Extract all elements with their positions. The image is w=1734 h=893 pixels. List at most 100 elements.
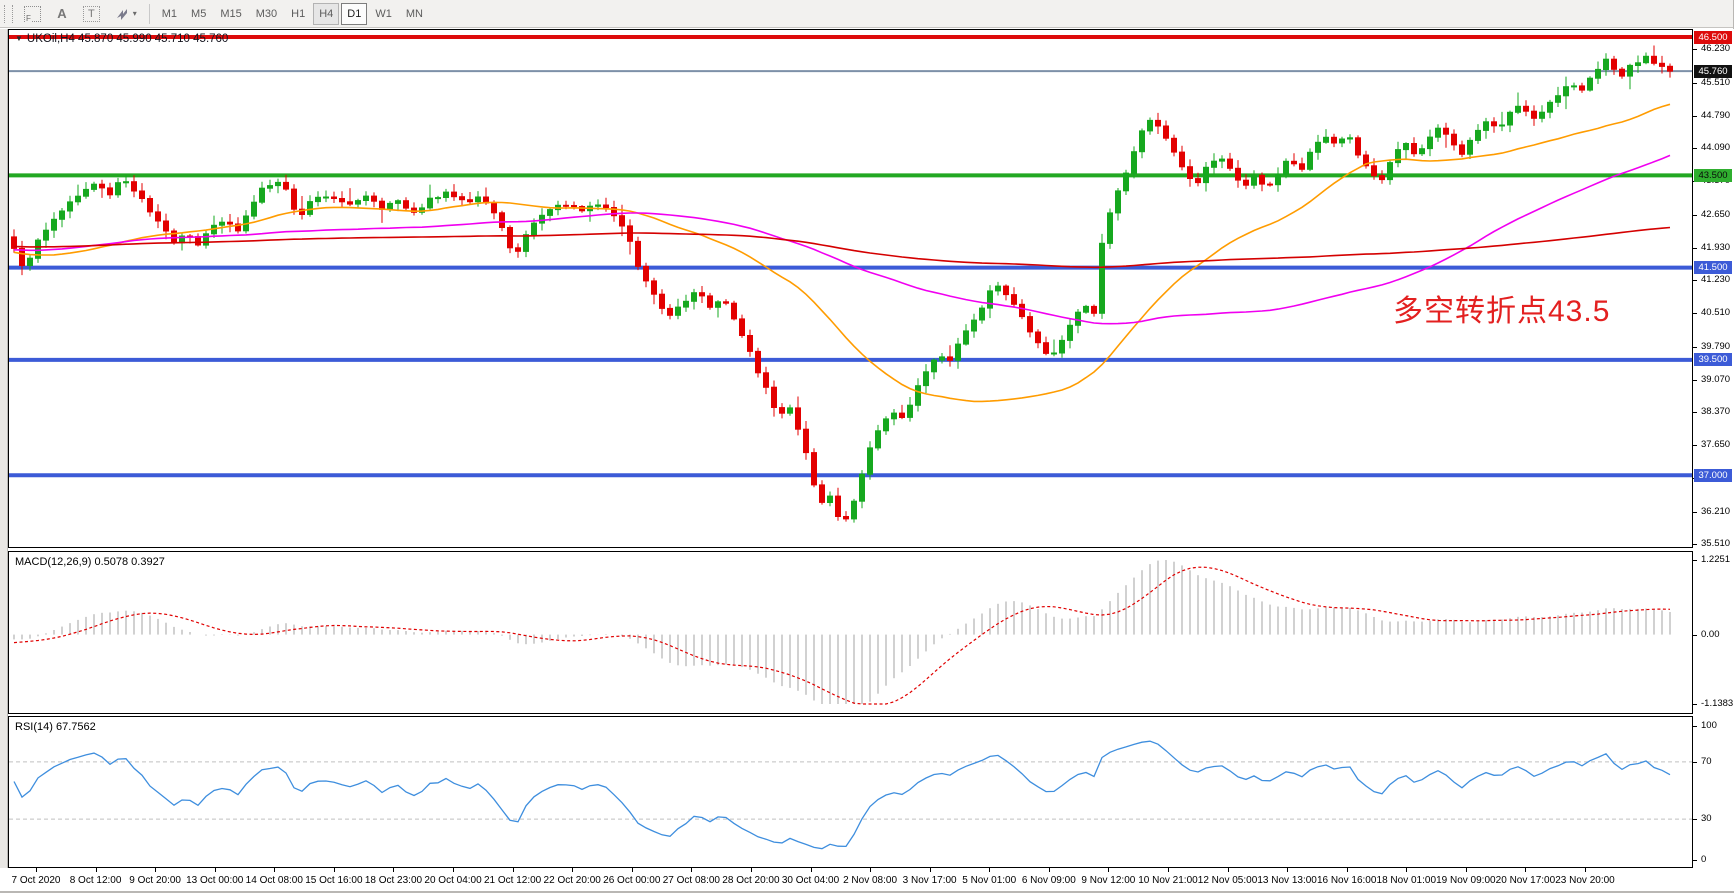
ma-line-34 [13, 103, 1671, 403]
rsi-label: RSI(14) 67.7562 [15, 721, 96, 733]
date-label: 30 Oct 04:00 [781, 875, 840, 886]
level-price-badge: 43.500 [1694, 168, 1732, 182]
date-label: 12 Nov 05:00 [1197, 875, 1258, 886]
level-price-badge: 39.500 [1694, 353, 1732, 367]
time-tick [572, 868, 574, 872]
timeframe-button-m15[interactable]: M15 [220, 7, 242, 20]
price-tick-label: 45.510 [1701, 76, 1731, 88]
price-tick-label: 37.650 [1701, 439, 1731, 451]
main-price-chart-panel[interactable]: ▼ UKOil,H4 45.870 45.990 45.710 45.760 多空… [8, 29, 1693, 548]
shapes-icon [114, 7, 130, 21]
candles [11, 45, 1673, 523]
price-tick-label: 40.510 [1701, 307, 1731, 319]
toolbar-drag-handle[interactable] [4, 4, 13, 23]
date-label: 9 Nov 12:00 [1081, 875, 1136, 886]
macd-indicator-panel[interactable]: MACD(12,26,9) 0.5078 0.3927 [8, 551, 1693, 714]
candlestick-chart-svg[interactable] [9, 30, 1692, 547]
timeframe-toolbar: M1 M5 M15 M30 H1 H4 D1 W1 MN [155, 2, 430, 25]
timeframe-button-m30[interactable]: M30 [255, 7, 278, 20]
rsi-tick-label-tick [1692, 726, 1697, 727]
timeframe-button-d1[interactable]: D1 [341, 2, 368, 25]
time-tick [1048, 868, 1050, 872]
price-tick-label-tick [1692, 181, 1697, 183]
text-tool-button[interactable]: T [77, 3, 106, 25]
time-tick [989, 868, 991, 872]
time-tick [929, 868, 931, 872]
rsi-tick-label: 70 [1701, 755, 1712, 767]
macd-tick-label-tick [1692, 704, 1697, 705]
symbol-dropdown-icon[interactable]: ▼ [15, 34, 23, 43]
price-tick-label-tick [1692, 247, 1697, 249]
time-tick [333, 868, 335, 872]
price-tick-label: 36.210 [1701, 505, 1731, 517]
price-tick-label-tick [1692, 280, 1697, 282]
time-tick [810, 868, 812, 872]
date-label: 19 Nov 09:00 [1436, 875, 1496, 886]
date-label: 14 Oct 08:00 [245, 875, 303, 886]
text-t-icon: T [83, 5, 100, 22]
date-label: 22 Oct 20:00 [543, 875, 601, 886]
timeframe-button-h4[interactable]: H4 [313, 2, 340, 25]
price-axis[interactable]: 46.23045.51044.79044.09043.37042.65041.9… [1692, 29, 1734, 893]
date-label: 10 Nov 21:00 [1138, 875, 1198, 886]
rsi-chart-svg[interactable] [9, 717, 1692, 867]
symbol-title: ▼ UKOil,H4 45.870 45.990 45.710 45.760 [15, 33, 228, 45]
time-tick [1167, 868, 1169, 872]
date-label: 20 Nov 17:00 [1495, 875, 1556, 886]
price-tick-label-tick [1692, 115, 1697, 117]
rsi-tick-label-tick [1692, 819, 1697, 821]
price-tick-label: 41.230 [1701, 274, 1731, 286]
time-axis[interactable]: 7 Oct 2020 8 Oct 12:00 9 Oct 20:00 13 Oct 0… [0, 868, 1734, 893]
level-price-badge: 37.000 [1694, 468, 1732, 482]
date-label: 3 Nov 17:00 [902, 875, 957, 886]
chart-text-annotation[interactable]: 多空转折点43.5 [1393, 295, 1611, 328]
macd-label: MACD(12,26,9) 0.5078 0.3927 [15, 556, 165, 568]
time-tick [750, 868, 752, 872]
font-tool-button[interactable]: A [49, 3, 75, 25]
price-tick-label-tick [1692, 214, 1697, 216]
timeframe-button-w1[interactable]: W1 [375, 7, 392, 20]
date-label: 18 Oct 23:00 [364, 875, 423, 886]
date-label: 9 Oct 20:00 [129, 875, 181, 886]
price-tick-label-tick [1692, 313, 1697, 315]
timeframe-button-mn[interactable]: MN [405, 7, 423, 20]
macd-histogram [13, 560, 1671, 704]
price-tick-label: 42.650 [1701, 208, 1731, 220]
time-tick [36, 868, 37, 872]
price-tick-label: 41.930 [1701, 241, 1731, 253]
timeframe-button-m5[interactable]: M5 [191, 7, 207, 20]
rsi-tick-label-tick [1692, 860, 1697, 861]
shapes-tool-button[interactable]: ▾ [108, 3, 143, 25]
rsi-indicator-panel[interactable]: RSI(14) 67.7562 [8, 716, 1693, 868]
level-price-badge: 41.500 [1694, 261, 1732, 275]
font-a-icon: A [57, 6, 67, 21]
time-tick [214, 868, 216, 872]
rsi-tick-label-tick [1692, 761, 1697, 763]
price-tick-label-tick [1692, 412, 1697, 414]
macd-tick-label: 0.00 [1701, 628, 1720, 640]
price-tick-label-tick [1692, 544, 1697, 545]
date-label: 20 Oct 04:00 [424, 875, 482, 886]
date-label: 21 Oct 12:00 [483, 875, 542, 886]
rsi-tick-label: 100 [1701, 720, 1717, 731]
price-tick-label-tick [1692, 511, 1697, 513]
chart-grid-button[interactable]: F [18, 3, 47, 25]
price-tick-label-tick [1692, 379, 1697, 381]
timeframe-button-m1[interactable]: M1 [161, 7, 178, 20]
date-label: 23 Nov 20:00 [1555, 875, 1615, 886]
date-label: 26 Oct 00:00 [603, 875, 661, 886]
ma-line-200 [13, 226, 1671, 269]
grid-f-icon: F [24, 5, 41, 23]
timeframe-button-h1[interactable]: H1 [291, 7, 306, 20]
price-tick-label: 39.790 [1701, 340, 1731, 352]
window-left-edge[interactable] [0, 29, 8, 893]
time-tick [95, 868, 97, 872]
date-label: 28 Oct 20:00 [722, 875, 780, 886]
level-price-badge: 46.500 [1694, 30, 1732, 44]
time-tick [1227, 868, 1229, 872]
macd-chart-svg[interactable] [9, 552, 1692, 713]
time-tick [512, 868, 514, 872]
toolbar-separator [148, 3, 150, 24]
time-tick [1406, 868, 1408, 872]
date-label: 5 Nov 01:00 [962, 875, 1017, 886]
